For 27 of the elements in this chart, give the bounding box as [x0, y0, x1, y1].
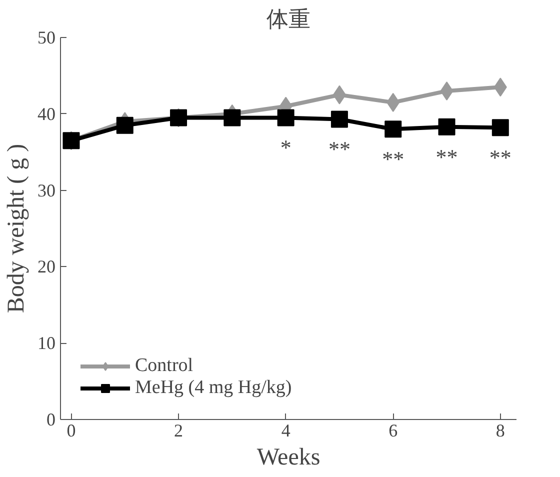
- legend-label: MeHg (4 mg Hg/kg): [135, 377, 292, 399]
- y-tick-label: 40: [38, 104, 56, 124]
- point: [116, 116, 134, 134]
- annotation: **: [328, 136, 350, 162]
- annotation: **: [436, 144, 458, 170]
- y-tick-label: 20: [38, 256, 56, 277]
- chart-title: 体重: [266, 8, 310, 32]
- x-tick-label: 6: [388, 420, 398, 440]
- x-tick-label: 4: [281, 420, 290, 440]
- point: [224, 109, 241, 126]
- x-tick-label: 8: [496, 420, 505, 440]
- annotation: **: [382, 146, 404, 172]
- x-tick-label: 2: [174, 420, 184, 440]
- point: [330, 110, 348, 128]
- y-tick-label: 10: [38, 333, 56, 354]
- point: [384, 120, 402, 138]
- x-axis-title: Weeks: [256, 444, 320, 470]
- point: [277, 109, 294, 126]
- annotation: **: [489, 145, 512, 170]
- legend-label: Control: [135, 355, 194, 377]
- annotation: *: [280, 135, 292, 160]
- y-tick-label: 50: [38, 28, 56, 48]
- y-axis-title: Body weight ( g ): [4, 144, 30, 314]
- point: [492, 119, 509, 136]
- point: [438, 118, 456, 136]
- x-tick-label: 0: [66, 420, 76, 440]
- y-tick-label: 30: [38, 180, 56, 200]
